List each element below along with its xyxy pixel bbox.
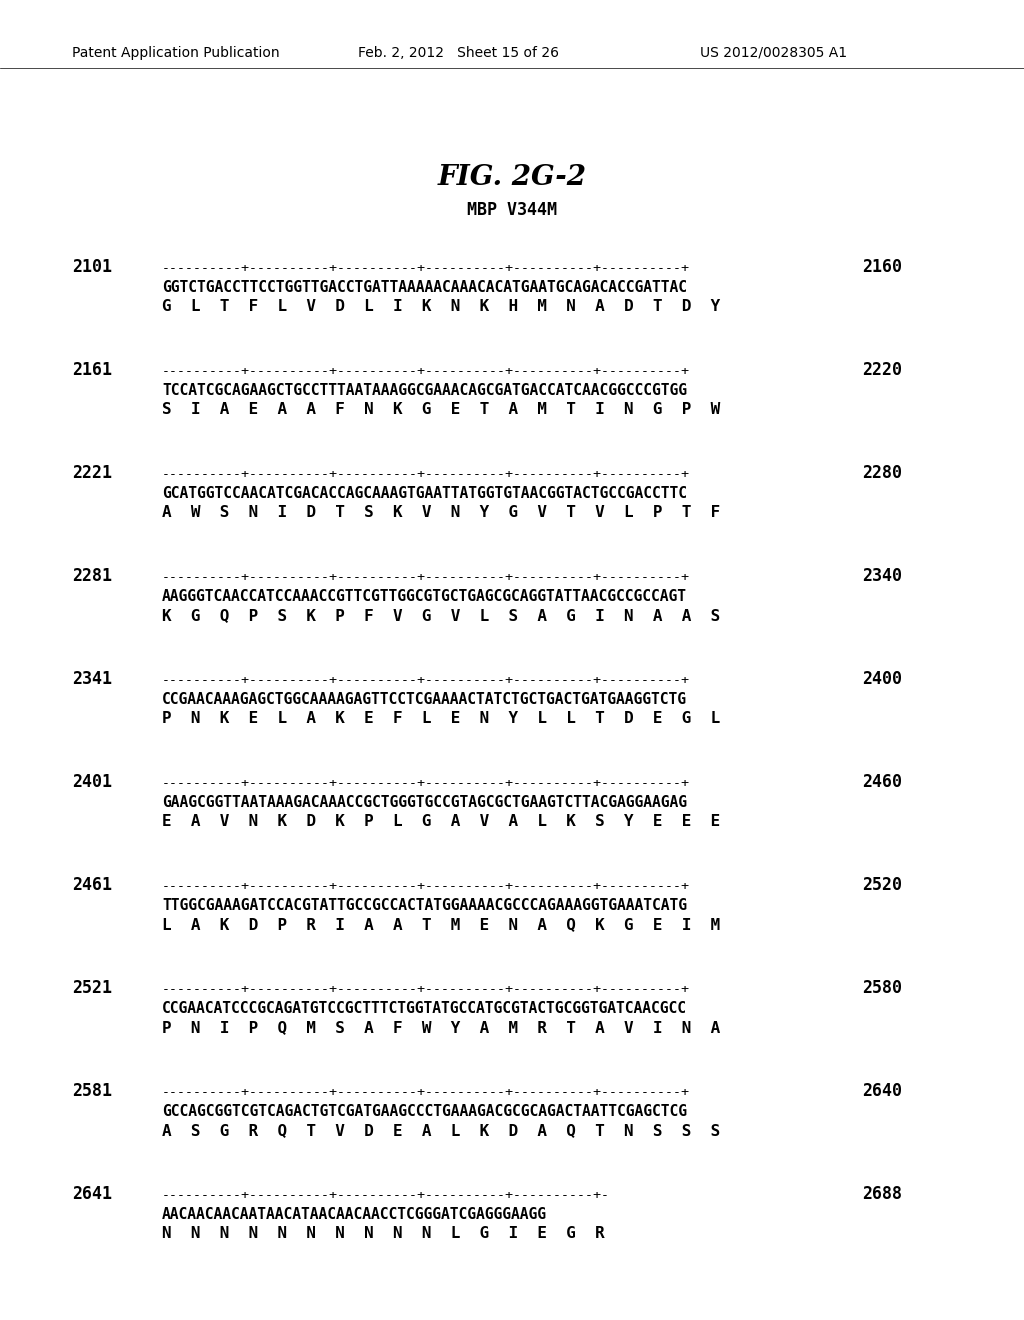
Text: 2640: 2640 bbox=[862, 1082, 902, 1100]
Text: 2160: 2160 bbox=[862, 257, 902, 276]
Text: GAAGCGGTTAATAAAGACAAACCGCTGGGTGCCGTAGCGCTGAAGTCTTACGAGGAAGAG: GAAGCGGTTAATAAAGACAAACCGCTGGGTGCCGTAGCGC… bbox=[162, 795, 687, 810]
Text: 2521: 2521 bbox=[72, 979, 112, 997]
Text: 2520: 2520 bbox=[862, 876, 902, 894]
Text: 2220: 2220 bbox=[862, 360, 902, 379]
Text: S  I  A  E  A  A  F  N  K  G  E  T  A  M  T  I  N  G  P  W: S I A E A A F N K G E T A M T I N G P W bbox=[162, 403, 720, 417]
Text: 2340: 2340 bbox=[862, 568, 902, 585]
Text: CCGAACATCCCGCAGATGTCCGCTTTCTGGTATGCCATGCGTACTGCGGTGATCAACGCC: CCGAACATCCCGCAGATGTCCGCTTTCTGGTATGCCATGC… bbox=[162, 1001, 687, 1016]
Text: 2101: 2101 bbox=[72, 257, 112, 276]
Text: GGTCTGACCTTCCTGGTTGACCTGATTAAAAACAAACACATGAATGCAGACACCGATTAC: GGTCTGACCTTCCTGGTTGACCTGATTAAAAACAAACACA… bbox=[162, 280, 687, 294]
Text: ----------+----------+----------+----------+----------+----------+: ----------+----------+----------+-------… bbox=[162, 261, 690, 275]
Text: AAGGGTCAACCATCCAAACCGTTCGTTGGCGTGCTGAGCGCAGGTATTAACGCCGCCAGT: AAGGGTCAACCATCCAAACCGTTCGTTGGCGTGCTGAGCG… bbox=[162, 589, 687, 605]
Text: 2280: 2280 bbox=[862, 465, 902, 482]
Text: K  G  Q  P  S  K  P  F  V  G  V  L  S  A  G  I  N  A  A  S: K G Q P S K P F V G V L S A G I N A A S bbox=[162, 609, 720, 623]
Text: Patent Application Publication: Patent Application Publication bbox=[72, 46, 280, 59]
Text: ----------+----------+----------+----------+----------+----------+: ----------+----------+----------+-------… bbox=[162, 880, 690, 894]
Text: P  N  K  E  L  A  K  E  F  L  E  N  Y  L  L  T  D  E  G  L: P N K E L A K E F L E N Y L L T D E G L bbox=[162, 711, 720, 726]
Text: 2221: 2221 bbox=[72, 465, 112, 482]
Text: ----------+----------+----------+----------+----------+----------+: ----------+----------+----------+-------… bbox=[162, 366, 690, 378]
Text: 2688: 2688 bbox=[862, 1185, 902, 1203]
Text: 2580: 2580 bbox=[862, 979, 902, 997]
Text: AACAACAACAATAACATAACAACAACCTCGGGATCGAGGGAAGG: AACAACAACAATAACATAACAACAACCTCGGGATCGAGGG… bbox=[162, 1206, 547, 1222]
Text: N  N  N  N  N  N  N  N  N  N  L  G  I  E  G  R: N N N N N N N N N N L G I E G R bbox=[162, 1226, 605, 1241]
Text: 2281: 2281 bbox=[72, 568, 112, 585]
Text: TTGGCGAAAGATCCACGTATTGCCGCCACTATGGAAAACGCCCAGAAAGGTGAAATCATG: TTGGCGAAAGATCCACGTATTGCCGCCACTATGGAAAACG… bbox=[162, 898, 687, 913]
Text: US 2012/0028305 A1: US 2012/0028305 A1 bbox=[700, 46, 847, 59]
Text: ----------+----------+----------+----------+----------+----------+: ----------+----------+----------+-------… bbox=[162, 469, 690, 480]
Text: CCGAACAAAGAGCTGGCAAAAGAGTTCCTCGAAAACTATCTGCTGACTGATGAAGGTCTG: CCGAACAAAGAGCTGGCAAAAGAGTTCCTCGAAAACTATC… bbox=[162, 692, 687, 708]
Text: MBP V344M: MBP V344M bbox=[467, 201, 557, 219]
Text: ----------+----------+----------+----------+----------+----------+: ----------+----------+----------+-------… bbox=[162, 777, 690, 789]
Text: GCCAGCGGTCGTCAGACTGTCGATGAAGCCCTGAAAGACGCGCAGACTAATTCGAGCTCG: GCCAGCGGTCGTCAGACTGTCGATGAAGCCCTGAAAGACG… bbox=[162, 1104, 687, 1119]
Text: P  N  I  P  Q  M  S  A  F  W  Y  A  M  R  T  A  V  I  N  A: P N I P Q M S A F W Y A M R T A V I N A bbox=[162, 1020, 720, 1035]
Text: 2460: 2460 bbox=[862, 774, 902, 791]
Text: 2581: 2581 bbox=[72, 1082, 112, 1100]
Text: ----------+----------+----------+----------+----------+----------+: ----------+----------+----------+-------… bbox=[162, 983, 690, 997]
Text: TCCATCGCAGAAGCTGCCTTTAATAAAGGCGAAACAGCGATGACCATCAACGGCCCGTGG: TCCATCGCAGAAGCTGCCTTTAATAAAGGCGAAACAGCGA… bbox=[162, 383, 687, 399]
Text: E  A  V  N  K  D  K  P  L  G  A  V  A  L  K  S  Y  E  E  E: E A V N K D K P L G A V A L K S Y E E E bbox=[162, 814, 720, 829]
Text: Feb. 2, 2012   Sheet 15 of 26: Feb. 2, 2012 Sheet 15 of 26 bbox=[358, 46, 559, 59]
Text: A  W  S  N  I  D  T  S  K  V  N  Y  G  V  T  V  L  P  T  F: A W S N I D T S K V N Y G V T V L P T F bbox=[162, 506, 720, 520]
Text: 2341: 2341 bbox=[72, 671, 112, 688]
Text: GCATGGTCCAACATCGACACCAGCAAAGTGAATTATGGTGTAACGGTACTGCCGACCTTC: GCATGGTCCAACATCGACACCAGCAAAGTGAATTATGGTG… bbox=[162, 486, 687, 502]
Text: L  A  K  D  P  R  I  A  A  T  M  E  N  A  Q  K  G  E  I  M: L A K D P R I A A T M E N A Q K G E I M bbox=[162, 917, 720, 932]
Text: ----------+----------+----------+----------+----------+----------+: ----------+----------+----------+-------… bbox=[162, 572, 690, 583]
Text: 2400: 2400 bbox=[862, 671, 902, 688]
Text: 2161: 2161 bbox=[72, 360, 112, 379]
Text: 2461: 2461 bbox=[72, 876, 112, 894]
Text: 2641: 2641 bbox=[72, 1185, 112, 1203]
Text: ----------+----------+----------+----------+----------+----------+: ----------+----------+----------+-------… bbox=[162, 675, 690, 686]
Text: ----------+----------+----------+----------+----------+----------+: ----------+----------+----------+-------… bbox=[162, 1086, 690, 1100]
Text: 2401: 2401 bbox=[72, 774, 112, 791]
Text: A  S  G  R  Q  T  V  D  E  A  L  K  D  A  Q  T  N  S  S  S: A S G R Q T V D E A L K D A Q T N S S S bbox=[162, 1123, 720, 1138]
Text: FIG. 2G-2: FIG. 2G-2 bbox=[437, 164, 587, 191]
Text: G  L  T  F  L  V  D  L  I  K  N  K  H  M  N  A  D  T  D  Y: G L T F L V D L I K N K H M N A D T D Y bbox=[162, 300, 720, 314]
Text: ----------+----------+----------+----------+----------+-: ----------+----------+----------+-------… bbox=[162, 1189, 610, 1203]
